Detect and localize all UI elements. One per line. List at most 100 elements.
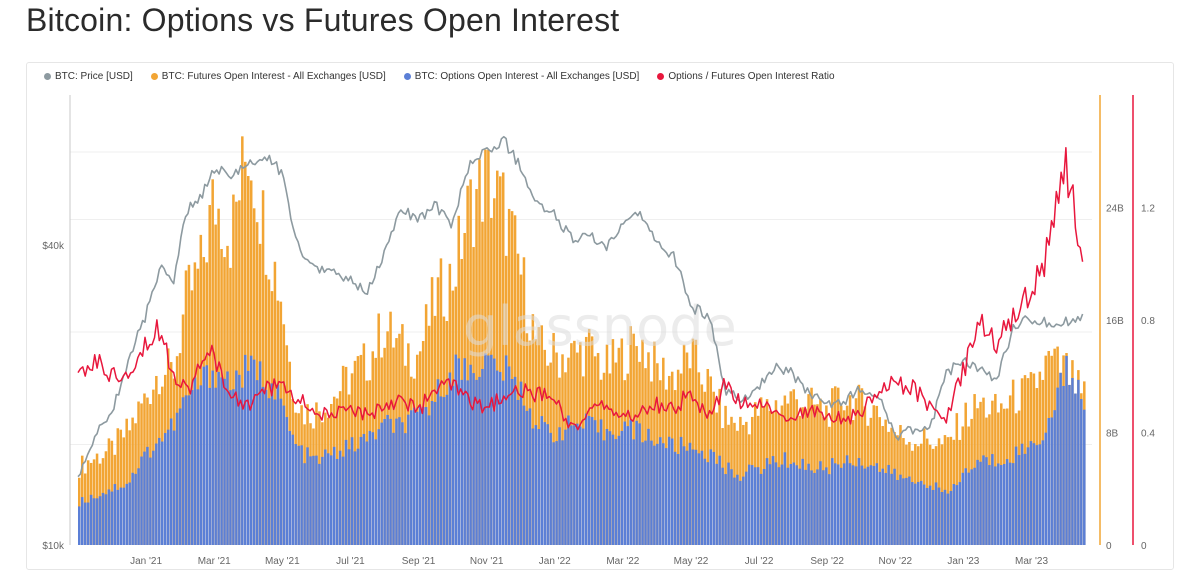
futures-oi-bar (241, 136, 244, 545)
options-oi-bar (750, 465, 754, 545)
futures-oi-bar (682, 344, 686, 545)
options-oi-bar (193, 377, 197, 545)
options-oi-bar (487, 355, 490, 545)
futures-oi-bar (501, 172, 505, 546)
options-oi-bar (383, 419, 386, 545)
options-oi-bar (152, 450, 155, 545)
options-oi-bar (258, 361, 262, 545)
options-oi-bar (911, 482, 914, 545)
options-oi-bar (113, 484, 117, 545)
options-oi-bar (641, 442, 644, 545)
options-oi-bar (389, 418, 392, 545)
options-oi-bar (187, 395, 191, 545)
x-axis-tick-label: Sep '22 (810, 556, 844, 567)
options-oi-bar (371, 432, 375, 545)
options-oi-bar (303, 463, 306, 545)
mid-axis-tick-label: 0 (1106, 541, 1112, 552)
options-oi-bar (146, 446, 149, 545)
options-oi-bar (267, 398, 271, 545)
options-oi-bar (288, 430, 292, 545)
options-oi-bar (78, 506, 81, 545)
options-oi-bar (579, 426, 582, 545)
options-oi-bar (484, 353, 487, 545)
options-oi-bar (155, 443, 158, 545)
options-oi-bar (246, 370, 250, 545)
legend-label-futures-oi: BTC: Futures Open Interest - All Exchang… (161, 71, 386, 82)
options-oi-bar (469, 364, 472, 545)
options-oi-bar (582, 428, 585, 545)
options-oi-bar (163, 433, 167, 545)
options-oi-bar (878, 471, 881, 545)
legend-item-futures-oi[interactable]: BTC: Futures Open Interest - All Exchang… (150, 71, 386, 82)
options-oi-bar (863, 468, 867, 545)
options-oi-bar (733, 477, 736, 545)
options-oi-bar (937, 487, 941, 545)
options-oi-bar (558, 427, 561, 545)
futures-oi-bar (552, 333, 555, 545)
options-oi-bar (1002, 463, 1006, 545)
futures-oi-bar (484, 149, 487, 545)
options-oi-bar (169, 418, 173, 545)
options-oi-bar (540, 416, 544, 545)
options-oi-bar (676, 454, 680, 545)
options-oi-bar (386, 414, 389, 545)
options-oi-bar (997, 463, 1000, 545)
btc-price-line (77, 135, 1084, 478)
options-oi-bar (116, 489, 120, 545)
options-oi-bar (602, 440, 606, 545)
options-oi-bar (392, 432, 395, 545)
x-axis-tick-label: Jan '23 (947, 556, 979, 567)
options-oi-bar (964, 468, 967, 545)
options-oi-bar (421, 406, 425, 545)
options-oi-bar (834, 463, 837, 545)
options-oi-bar (970, 469, 973, 545)
options-oi-bar (321, 456, 324, 545)
options-oi-bar (1041, 440, 1045, 545)
legend-label-options-oi: BTC: Options Open Interest - All Exchang… (414, 71, 640, 82)
options-oi-bar (688, 442, 692, 545)
options-oi-bar (466, 380, 469, 545)
legend-item-price[interactable]: BTC: Price [USD] (44, 71, 133, 82)
futures-oi-bar (759, 397, 763, 545)
options-oi-bar (534, 425, 538, 545)
options-oi-bar (1035, 445, 1039, 545)
options-oi-bar (86, 502, 90, 545)
futures-oi-bar (691, 338, 695, 545)
legend-label-ratio: Options / Futures Open Interest Ratio (668, 71, 835, 82)
options-oi-bar (626, 426, 629, 545)
watermark-text: glassnode (463, 295, 736, 358)
options-oi-bar (445, 394, 449, 545)
options-oi-bar (294, 444, 297, 545)
options-oi-bar (341, 456, 345, 545)
options-oi-bar (1038, 444, 1042, 545)
options-oi-bar (205, 365, 208, 545)
options-oi-bar (457, 358, 460, 545)
legend-item-ratio[interactable]: Options / Futures Open Interest Ratio (657, 71, 835, 82)
options-oi-bar (934, 482, 938, 545)
options-oi-bar (217, 371, 220, 545)
options-oi-bar (158, 437, 161, 545)
left-axis-tick-label: $40k (42, 241, 65, 252)
futures-oi-bar (119, 429, 123, 545)
options-oi-bar (875, 463, 879, 545)
options-oi-bar (792, 462, 796, 545)
options-oi-bar (528, 408, 532, 545)
options-oi-bar (564, 429, 567, 545)
options-oi-bar (765, 458, 769, 545)
options-oi-bar (1053, 410, 1056, 545)
options-oi-bar (229, 390, 232, 545)
options-oi-bar (570, 425, 573, 545)
options-oi-bar (872, 465, 876, 545)
options-oi-bar (801, 458, 804, 545)
options-oi-bar (958, 482, 962, 545)
options-oi-bar (1029, 441, 1033, 545)
options-oi-bar (718, 455, 721, 545)
options-oi-bar (273, 399, 277, 545)
options-oi-bar (324, 449, 327, 545)
legend-item-options-oi[interactable]: BTC: Options Open Interest - All Exchang… (403, 71, 640, 82)
options-oi-bar (857, 458, 861, 545)
futures-oi-bar (125, 418, 128, 545)
futures-oi-bar (516, 253, 520, 545)
x-axis-tick-label: Nov '22 (879, 556, 913, 567)
